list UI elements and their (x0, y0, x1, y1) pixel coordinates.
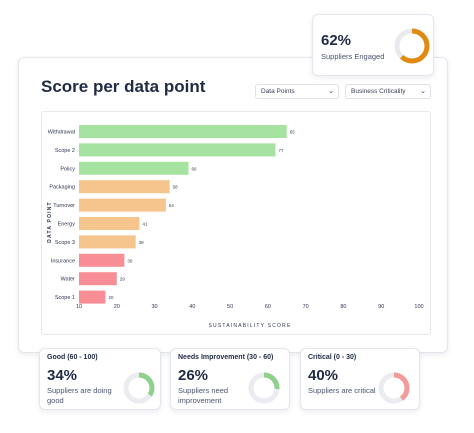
bar (79, 253, 125, 267)
donut-chart-icon (248, 372, 280, 404)
good-donut (122, 371, 156, 410)
data-points-dropdown-label: Data Points (261, 88, 295, 95)
category-label: Withdrawal (48, 130, 75, 136)
bar (79, 125, 287, 138)
needs-improvement-summary-card: Needs Improvement (30 - 60) 26% Supplier… (170, 348, 290, 410)
category-label: Insurance (51, 258, 75, 264)
chevron-down-icon: ⌄ (420, 88, 426, 95)
engaged-percent: 62% (321, 32, 352, 49)
x-tick-label: 80 (340, 304, 346, 310)
bar (79, 198, 166, 212)
donut-arc (248, 372, 280, 404)
critical-card-percent: 40% (308, 367, 339, 384)
category-label: Packaging (49, 185, 75, 191)
donut-arc (123, 372, 155, 404)
critical-card-title: Critical (0 - 30) (308, 354, 357, 361)
donut-arc (394, 28, 430, 64)
y-axis-label: DATA POINT (47, 201, 53, 243)
category-label: Water (61, 277, 76, 283)
bar (79, 217, 140, 230)
chevron-down-icon: ⌄ (328, 88, 334, 95)
chart-frame: Withdrawal 65 Scope 2 77 Policy 66 Packaging 58… (41, 111, 431, 335)
bar (79, 180, 170, 194)
good-card-percent: 34% (47, 367, 78, 384)
x-tick-label: 60 (265, 304, 271, 310)
bar (79, 143, 276, 157)
bar (79, 272, 117, 286)
category-label: Turnover (53, 203, 75, 209)
x-axis-label: SUSTAINABILITY SCORE (209, 323, 292, 329)
good-card-desc: Suppliers are doing good (47, 386, 112, 405)
x-tick-label: 10 (76, 304, 82, 310)
needs-improvement-card-title: Needs Improvement (30 - 60) (178, 354, 274, 361)
category-label: Scope 1 (55, 295, 75, 301)
bar (79, 235, 136, 249)
data-label: 30 (127, 258, 133, 263)
data-label: 54 (169, 203, 175, 208)
critical-donut (377, 371, 411, 410)
engaged-label: Suppliers Engaged (321, 52, 385, 61)
suppliers-engaged-card: 62% Suppliers Engaged (312, 14, 434, 76)
critical-summary-card: Critical (0 - 30) 40% Suppliers are crit… (300, 348, 420, 410)
bar (79, 161, 189, 175)
data-label: 77 (278, 148, 284, 153)
x-tick-label: 90 (378, 304, 384, 310)
x-tick-label: 50 (227, 304, 233, 310)
bar (79, 290, 106, 304)
data-label: 58 (173, 185, 179, 190)
x-tick-label: 30 (151, 304, 157, 310)
x-tick-label: 40 (189, 304, 195, 310)
donut-chart-icon (378, 372, 410, 404)
donut-arc (378, 372, 410, 404)
needs-improvement-card-desc: Suppliers need improvement (178, 386, 229, 405)
bar-chart: Withdrawal 65 Scope 2 77 Policy 66 Packaging 58… (47, 125, 424, 329)
data-label: 41 (142, 222, 148, 227)
critical-card-desc: Suppliers are critical (308, 386, 376, 395)
data-label: 20 (108, 295, 114, 300)
needs-improvement-card-percent: 26% (178, 367, 209, 384)
x-tick-label: 100 (414, 304, 423, 310)
category-label: Scope 2 (55, 148, 75, 154)
score-chart-card: Score per data point Data Points ⌄ Busin… (18, 57, 448, 353)
category-label: Scope 3 (55, 240, 75, 246)
good-card-title: Good (60 - 100) (47, 354, 98, 361)
category-label: Energy (58, 222, 76, 228)
donut-chart-icon (394, 28, 430, 64)
chart-card-title: Score per data point (41, 77, 206, 96)
data-label: 38 (139, 240, 145, 245)
data-label: 66 (192, 166, 198, 171)
x-tick-label: 70 (303, 304, 309, 310)
category-label: Policy (60, 166, 75, 172)
data-points-dropdown[interactable]: Data Points ⌄ (255, 84, 339, 99)
engaged-donut (393, 27, 431, 70)
data-label: 29 (120, 277, 126, 282)
needs-improvement-donut (247, 371, 281, 410)
business-criticality-dropdown-label: Business Criticality (351, 88, 406, 95)
data-label: 65 (290, 130, 296, 135)
good-summary-card: Good (60 - 100) 34% Suppliers are doing … (39, 348, 161, 410)
x-tick-label: 20 (114, 304, 120, 310)
donut-chart-icon (123, 372, 155, 404)
business-criticality-dropdown[interactable]: Business Criticality ⌄ (345, 84, 431, 99)
